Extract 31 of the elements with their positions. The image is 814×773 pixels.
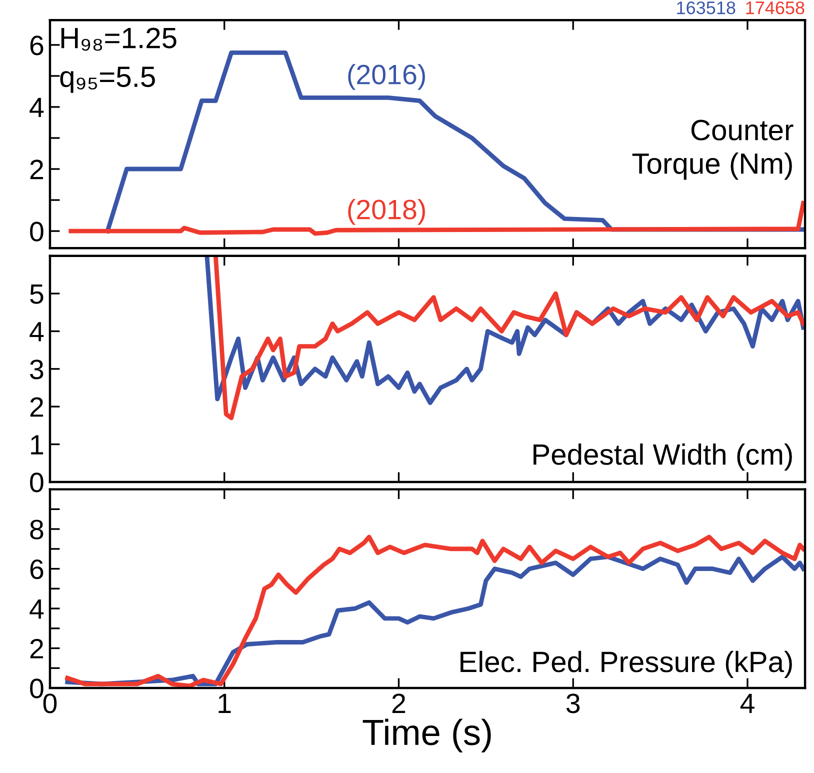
- text: 163518: [677, 1, 736, 14]
- y-tick-label: 0: [30, 472, 44, 492]
- y-tick-label: 5: [30, 284, 44, 304]
- y-tick-label: 4: [30, 322, 44, 342]
- annotation: H₉₈=1.25: [61, 28, 176, 51]
- y-tick-label: 4: [30, 98, 44, 118]
- x-tick-label: 2: [392, 694, 406, 713]
- y-tick-label: 0: [30, 678, 44, 698]
- text: 174658: [746, 1, 804, 14]
- y-tick-label: 4: [30, 599, 44, 619]
- x-tick-label: 1: [218, 694, 231, 713]
- y-tick-label: 2: [30, 160, 44, 180]
- y-tick-label: 6: [30, 559, 44, 580]
- x-axis-title: Time (s): [362, 718, 491, 752]
- annotation: (2018): [348, 198, 425, 225]
- y-tick-label: 8: [30, 520, 44, 540]
- annotation: Pedestal Width (cm): [534, 443, 792, 471]
- y-tick-label: 2: [30, 397, 44, 417]
- line-series: [68, 200, 806, 236]
- annotation: Counter Torque (Nm): [632, 120, 794, 180]
- y-tick-label: 6: [30, 36, 44, 56]
- annotation: Elec. Ped. Pressure (kPa): [460, 650, 792, 678]
- annotation: q₉₅=5.5: [60, 66, 155, 93]
- y-tick-label: 3: [30, 360, 44, 380]
- y-tick-label: 2: [30, 638, 44, 658]
- x-tick-label: 0: [43, 694, 57, 714]
- annotation: (2016): [348, 64, 425, 90]
- x-tick-label: 4: [740, 694, 754, 713]
- y-tick-label: 0: [30, 222, 44, 242]
- x-tick-label: 3: [566, 694, 580, 714]
- y-tick-label: 1: [31, 435, 44, 454]
